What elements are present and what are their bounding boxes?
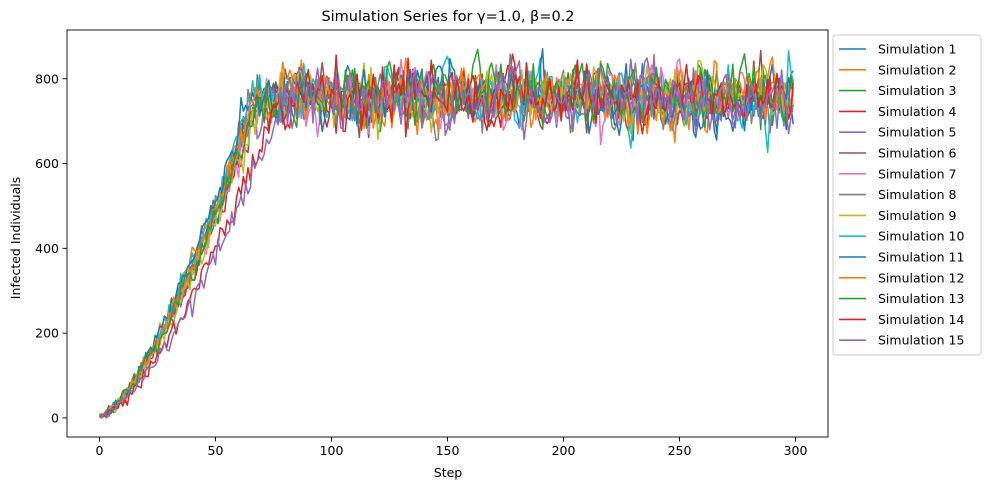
x-tick-label: 200	[552, 443, 576, 458]
plot-area	[98, 48, 794, 419]
legend-entry: Simulation 8	[878, 187, 957, 202]
y-tick-label: 0	[51, 410, 59, 425]
y-tick-label: 800	[35, 71, 59, 86]
legend-entry: Simulation 14	[878, 312, 965, 327]
series-line-5	[99, 53, 794, 417]
x-tick-label: 300	[784, 443, 808, 458]
legend-entry: Simulation 11	[878, 250, 964, 265]
y-axis-label: Infected Individuals	[8, 177, 23, 299]
series-line-15	[99, 60, 794, 419]
y-tick-label: 600	[35, 156, 59, 171]
legend-entry: Simulation 7	[878, 166, 957, 181]
y-tick-label: 200	[35, 326, 59, 341]
legend-box	[832, 34, 982, 356]
legend-entry: Simulation 10	[878, 229, 965, 244]
x-tick-label: 150	[436, 443, 460, 458]
x-tick-label: 250	[668, 443, 692, 458]
legend-entry: Simulation 13	[878, 291, 964, 306]
legend-entry: Simulation 15	[878, 333, 964, 348]
legend-entry: Simulation 12	[878, 270, 964, 285]
legend-entry: Simulation 4	[878, 104, 957, 119]
series-line-13	[99, 53, 794, 418]
x-tick-label: 0	[96, 443, 104, 458]
legend-entry: Simulation 2	[878, 62, 957, 77]
legend-entry: Simulation 5	[878, 125, 957, 140]
x-tick-label: 100	[320, 443, 344, 458]
y-tick-label: 400	[35, 241, 59, 256]
series-line-14	[99, 54, 794, 419]
legend: Simulation 1 Simulation 2 Simulation 3 Simu…	[832, 34, 982, 356]
legend-entry: Simulation 9	[878, 208, 957, 223]
chart-title: Simulation Series for γ=1.0, β=0.2	[321, 9, 574, 25]
legend-entry: Simulation 1	[878, 42, 957, 57]
legend-entry: Simulation 3	[878, 83, 957, 98]
x-tick-label: 50	[208, 443, 224, 458]
legend-entry: Simulation 6	[878, 146, 957, 161]
x-axis-label: Step	[434, 465, 463, 480]
axes: 0 50 100 150 200 250 300 0 200 400 600 800	[35, 29, 829, 458]
